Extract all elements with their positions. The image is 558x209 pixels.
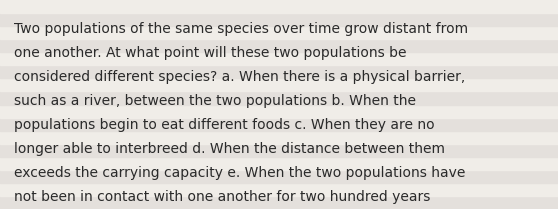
Bar xyxy=(0,92,558,104)
Text: such as a river, between the two populations b. When the: such as a river, between the two populat… xyxy=(14,94,416,108)
Bar xyxy=(0,13,558,26)
Text: populations begin to eat different foods c. When they are no: populations begin to eat different foods… xyxy=(14,118,435,132)
Bar xyxy=(0,170,558,183)
Bar xyxy=(0,26,558,39)
Bar xyxy=(0,157,558,170)
Bar xyxy=(0,39,558,52)
Bar xyxy=(0,131,558,144)
Text: longer able to interbreed d. When the distance between them: longer able to interbreed d. When the di… xyxy=(14,142,445,156)
Text: not been in contact with one another for two hundred years: not been in contact with one another for… xyxy=(14,190,430,204)
Text: one another. At what point will these two populations be: one another. At what point will these tw… xyxy=(14,46,406,60)
Bar xyxy=(0,52,558,65)
Text: considered different species? a. When there is a physical barrier,: considered different species? a. When th… xyxy=(14,70,465,84)
Bar xyxy=(0,117,558,131)
Text: exceeds the carrying capacity e. When the two populations have: exceeds the carrying capacity e. When th… xyxy=(14,166,465,180)
Bar xyxy=(0,183,558,196)
Bar xyxy=(0,196,558,209)
Bar xyxy=(0,104,558,117)
Bar xyxy=(0,65,558,78)
Bar xyxy=(0,0,558,13)
Bar xyxy=(0,78,558,92)
Bar xyxy=(0,144,558,157)
Text: Two populations of the same species over time grow distant from: Two populations of the same species over… xyxy=(14,22,468,36)
